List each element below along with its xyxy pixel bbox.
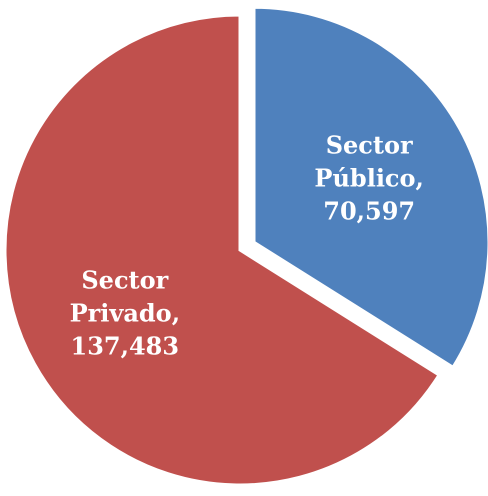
pie-slice-label-line: Sector — [81, 266, 168, 295]
pie-slice-label-line: 137,483 — [71, 332, 180, 361]
pie-slice-label-line: Sector — [326, 131, 413, 160]
pie-slice-label-line: 70,597 — [323, 197, 415, 226]
pie-slice-label: Sector Privado, 137,483 — [70, 266, 180, 361]
slices-layer — [3, 5, 488, 487]
pie-slice-label: Sector Público, 70,597 — [314, 131, 424, 226]
pie-slice-sector-privado — [3, 13, 442, 487]
pie-slice-sector-p-blico — [252, 5, 488, 370]
pie-slice-label-line: Privado, — [70, 299, 180, 328]
labels-layer: Sector Público, 70,597 Sector Privado, 137,48… — [70, 131, 424, 361]
pie-slice-label-line: Público, — [314, 164, 424, 193]
